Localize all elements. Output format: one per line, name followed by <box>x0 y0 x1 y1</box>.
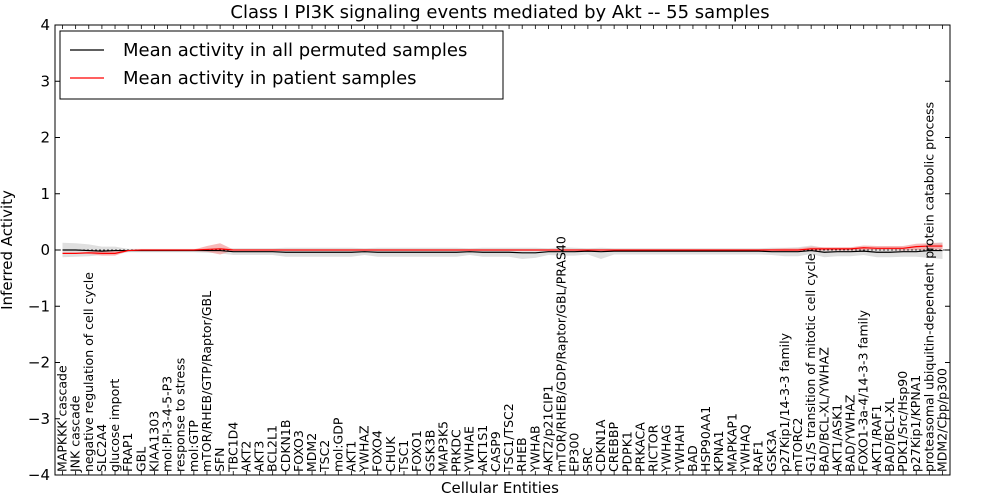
category-label: FOXO1 <box>409 430 424 472</box>
series-lines <box>55 245 950 254</box>
category-label: BAD <box>685 445 700 472</box>
category-label: YWHAB <box>527 425 542 473</box>
y-tick-label: 3 <box>40 72 50 90</box>
line-permuted <box>62 249 943 254</box>
category-label: AKT1/RAF1 <box>869 405 884 472</box>
category-label: MAPKAP1 <box>724 413 739 472</box>
category-label: YWHAG <box>659 425 674 473</box>
category-label: BAD/YWHAZ <box>843 395 858 472</box>
category-label: BAD/BCL-XL <box>882 398 897 472</box>
category-label: CREBBP <box>606 422 621 472</box>
line-patient <box>62 245 943 254</box>
category-label: FOXO4 <box>370 430 385 472</box>
category-label: mTOR/RHEB/GDP/Raptor/GBL/PRAS40 <box>554 236 569 472</box>
category-label: FOXO1-3a-4/14-3-3 family <box>856 309 871 472</box>
category-label: YWHAQ <box>737 424 752 473</box>
y-tick-label: 0 <box>40 241 50 259</box>
category-label: KPNA1 <box>711 430 726 472</box>
y-tick-label: −3 <box>28 410 50 428</box>
legend: Mean activity in all permuted samples Me… <box>59 30 504 100</box>
y-tick-label: −1 <box>28 297 50 315</box>
category-label: p27Kip1/KPNA1 <box>908 375 923 472</box>
y-axis-title: Inferred Activity <box>0 190 16 310</box>
category-label: FOXO3 <box>291 430 306 472</box>
category-label: p27Kip1/14-3-3 family <box>777 332 792 472</box>
category-label: YWHAE <box>462 426 477 473</box>
category-label: SLC2A4 <box>94 424 109 472</box>
y-axis: −4 −3 −2 −1 0 1 2 3 4 <box>28 16 950 484</box>
category-label: AKT2/p21CIP1 <box>540 385 555 472</box>
category-label: SFN <box>212 448 227 472</box>
category-label: mTORC2 <box>790 418 805 472</box>
category-label: RICTOR <box>646 424 661 472</box>
category-label: CDKN1B <box>278 420 293 472</box>
legend-label-permuted: Mean activity in all permuted samples <box>123 40 467 61</box>
legend-label-patient: Mean activity in patient samples <box>123 68 417 89</box>
category-label: CASP9 <box>488 431 503 472</box>
category-label: mol:GTP <box>186 420 201 472</box>
category-label: BAD/BCL-XL/YWHAZ <box>816 347 831 472</box>
category-label: glucose import <box>107 379 122 472</box>
category-label: proteasomal ubiquitin-dependent protein … <box>921 102 936 472</box>
category-label: HSP90AA1 <box>698 406 713 472</box>
category-label: PDPK1 <box>619 431 634 472</box>
category-label: response to stress <box>173 358 188 472</box>
y-tick-label: 2 <box>40 129 50 147</box>
chart-title: Class I PI3K signaling events mediated b… <box>230 2 769 23</box>
category-label: TSC1 <box>396 440 411 473</box>
y-tick-label: −4 <box>28 466 50 484</box>
category-label: MAP3K5 <box>435 421 450 472</box>
category-label: AKT1 <box>343 441 358 472</box>
category-label: BCL2L1 <box>265 425 280 472</box>
category-label: RAF1 <box>751 440 766 472</box>
category-label: PDK1/Src/Hsp90 <box>895 371 910 472</box>
category-label: MAPKKK cascade <box>55 365 70 472</box>
category-label: PRKDC <box>449 429 464 472</box>
category-label: G1/S transition of mitotic cell cycle <box>803 253 818 472</box>
category-label: negative regulation of cell cycle <box>81 272 96 472</box>
category-label: AKT1S1 <box>475 425 490 472</box>
category-label: EP300 <box>567 433 582 472</box>
category-label: SRC <box>580 447 595 472</box>
y-tick-label: 4 <box>40 16 50 34</box>
category-label: TBC1D4 <box>225 422 240 473</box>
category-label: KIAA1303 <box>146 411 161 472</box>
category-label: mol:GDP <box>330 417 345 472</box>
y-tick-label: 1 <box>40 185 50 203</box>
category-label: FRAP1 <box>120 433 135 472</box>
category-label: GSK3A <box>764 429 779 472</box>
category-label: mTOR/RHEB/GTP/Raptor/GBL <box>199 291 214 472</box>
category-label: JNK cascade <box>68 395 83 473</box>
category-label: YWHAZ <box>357 425 372 473</box>
category-label: AKT1/ASK1 <box>829 404 844 472</box>
category-label: TSC1/TSC2 <box>501 403 516 473</box>
x-axis-title: Cellular Entities <box>441 479 559 497</box>
y-tick-label: −2 <box>28 354 50 372</box>
category-label: MDM2 <box>304 433 319 472</box>
category-label: TSC2 <box>317 440 332 473</box>
category-label: GSK3B <box>422 430 437 472</box>
category-label: mol:PI-3-4-5-P3 <box>160 376 175 472</box>
category-label: CHUK <box>383 436 398 472</box>
category-label: AKT2 <box>238 441 253 472</box>
category-label: CDKN1A <box>593 419 608 472</box>
legend-box <box>59 30 504 100</box>
category-label: AKT3 <box>252 441 267 472</box>
category-label: RHEB <box>514 437 529 472</box>
category-label: MDM2/Cbp/p300 <box>935 368 950 472</box>
category-label: PRKACA <box>632 422 647 472</box>
category-label: GBL <box>133 447 148 472</box>
category-label: YWHAH <box>672 425 687 473</box>
